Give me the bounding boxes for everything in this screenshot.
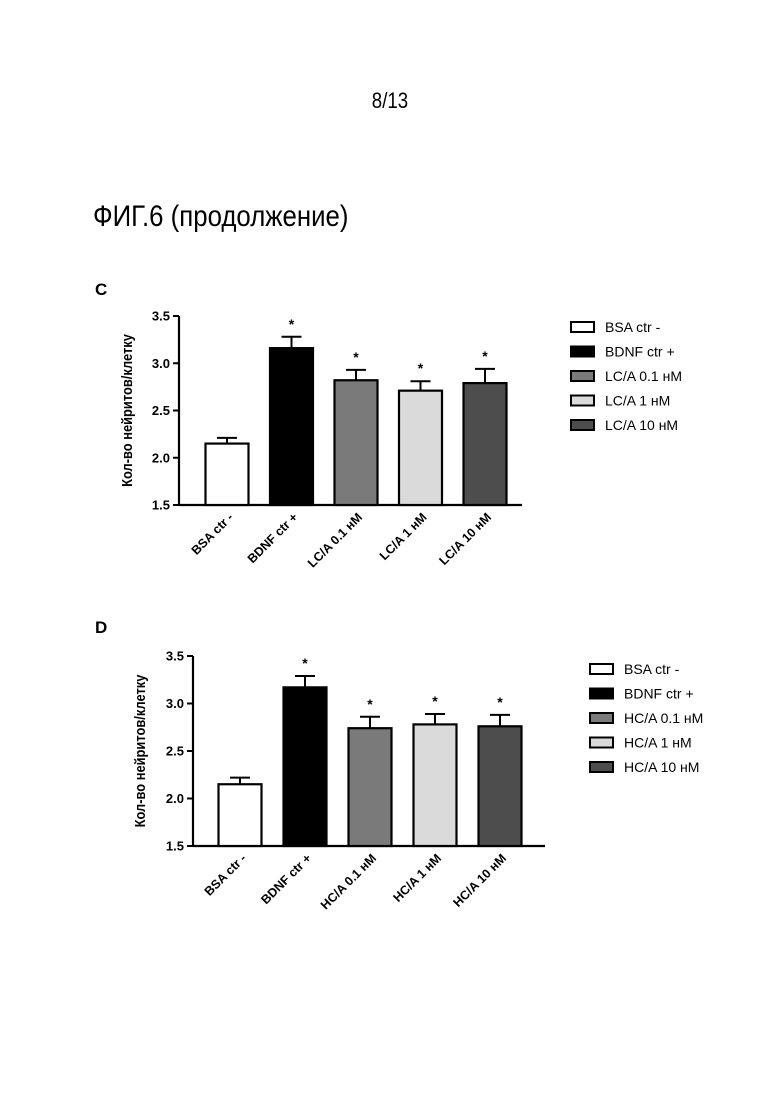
bar <box>399 391 442 505</box>
y-tick-label: 1.5 <box>152 498 170 513</box>
legend-swatch <box>571 420 594 430</box>
legend-label: HC/A 10 нМ <box>624 759 699 775</box>
legend-swatch <box>571 322 594 332</box>
x-tick-label: HC/A 10 нМ <box>450 851 509 910</box>
y-tick-label: 2.0 <box>152 450 170 465</box>
legend-label: LC/A 1 нМ <box>605 393 670 409</box>
y-tick-label: 3.5 <box>152 309 170 324</box>
bar <box>464 383 507 505</box>
y-tick-label: 2.0 <box>166 791 184 806</box>
legend-label: BSA ctr - <box>605 319 661 335</box>
legend-swatch <box>571 371 594 381</box>
y-tick-label: 2.5 <box>166 744 184 759</box>
significance-marker: * <box>497 694 503 710</box>
bar <box>206 444 249 505</box>
legend-label: LC/A 0.1 нМ <box>605 368 682 384</box>
bar <box>335 380 378 505</box>
y-tick-label: 3.5 <box>166 649 184 664</box>
y-axis-title: Кол-во нейритов/клетку <box>118 334 135 487</box>
y-tick-label: 3.0 <box>166 696 184 711</box>
x-tick-label: BDNF ctr + <box>258 851 314 907</box>
significance-marker: * <box>289 316 295 332</box>
significance-marker: * <box>432 693 438 709</box>
legend-swatch <box>590 762 613 772</box>
legend-swatch <box>590 738 613 748</box>
legend-swatch <box>571 347 594 357</box>
significance-marker: * <box>302 655 308 671</box>
x-tick-label: BSA ctr - <box>189 510 236 557</box>
significance-marker: * <box>367 696 373 712</box>
legend-label: BSA ctr - <box>624 661 680 677</box>
x-tick-label: BDNF ctr + <box>245 510 301 566</box>
legend-swatch <box>590 664 613 674</box>
x-tick-label: LC/A 10 нМ <box>436 510 494 568</box>
legend-label: HC/A 0.1 нМ <box>624 710 703 726</box>
x-tick-label: HC/A 0.1 нМ <box>318 851 379 912</box>
legend-label: HC/A 1 нМ <box>624 735 692 751</box>
legend-swatch <box>590 689 613 699</box>
figure-title: ФИГ.6 (продолжение) <box>93 200 348 234</box>
bar-chart-c: 1.5 2.0 2.5 3.0 3.5 Кол-во нейритов/клетку BSA… <box>0 300 780 600</box>
bar <box>284 687 327 846</box>
bar <box>414 724 457 846</box>
bar <box>270 348 313 505</box>
x-tick-label: BSA ctr - <box>202 851 249 898</box>
page-number: 8/13 <box>59 88 722 114</box>
bar <box>479 726 522 846</box>
bar-chart-d: 1.5 2.0 2.5 3.0 3.5 Кол-во нейритов/клетку BSA… <box>0 640 780 940</box>
x-tick-label: LC/A 1 нМ <box>377 510 430 563</box>
x-tick-label: LC/A 0.1 нМ <box>305 510 365 570</box>
significance-marker: * <box>482 348 488 364</box>
y-tick-label: 1.5 <box>166 839 184 854</box>
legend-swatch <box>571 396 594 406</box>
legend-swatch <box>590 713 613 723</box>
significance-marker: * <box>418 360 424 376</box>
significance-marker: * <box>353 349 359 365</box>
legend-label: BDNF ctr + <box>605 344 675 360</box>
y-tick-label: 3.0 <box>152 356 170 371</box>
legend-label: BDNF ctr + <box>624 686 694 702</box>
legend-label: LC/A 10 нМ <box>605 417 678 433</box>
panel-label-d: D <box>95 618 107 638</box>
bar <box>349 728 392 846</box>
y-tick-label: 2.5 <box>152 403 170 418</box>
bar <box>219 784 262 846</box>
x-tick-label: HC/A 1 нМ <box>390 851 444 905</box>
panel-label-c: C <box>95 280 107 300</box>
y-axis-title: Кол-во нейритов/клетку <box>131 674 148 827</box>
